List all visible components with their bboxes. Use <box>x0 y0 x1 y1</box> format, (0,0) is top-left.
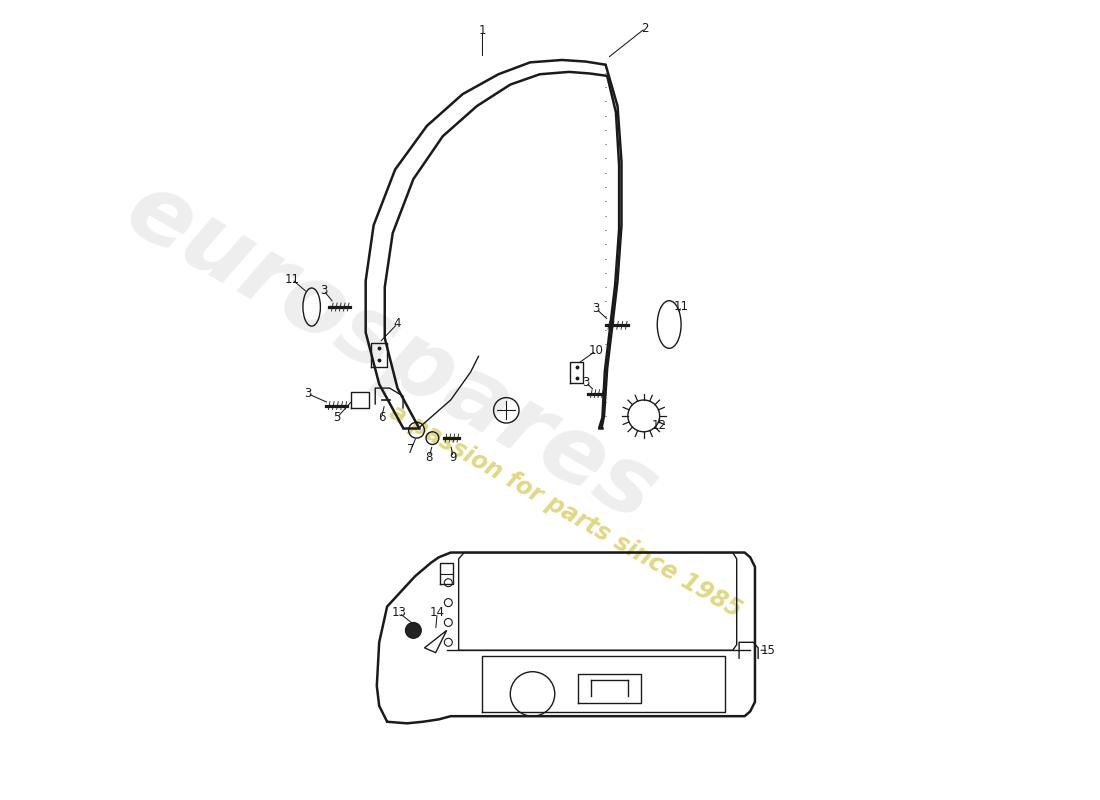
Text: 2: 2 <box>641 22 649 34</box>
Text: 6: 6 <box>377 411 385 424</box>
Text: 13: 13 <box>392 606 407 619</box>
Text: 3: 3 <box>320 284 328 297</box>
Text: 12: 12 <box>652 419 667 432</box>
Text: 11: 11 <box>284 273 299 286</box>
Text: 11: 11 <box>673 300 689 313</box>
Text: 3: 3 <box>593 302 600 315</box>
Text: 7: 7 <box>407 442 415 456</box>
Text: 3: 3 <box>304 387 311 400</box>
Text: 4: 4 <box>394 318 402 330</box>
Text: 5: 5 <box>333 411 341 424</box>
Text: a passion for parts since 1985: a passion for parts since 1985 <box>385 400 746 622</box>
Text: 9: 9 <box>449 450 456 464</box>
Text: 15: 15 <box>761 644 776 657</box>
Text: 10: 10 <box>588 344 604 358</box>
Text: 3: 3 <box>582 376 590 389</box>
Text: eurospares: eurospares <box>109 163 673 542</box>
Text: 1: 1 <box>478 24 486 37</box>
Text: 14: 14 <box>430 606 444 619</box>
Text: 8: 8 <box>426 450 433 464</box>
Circle shape <box>406 622 421 638</box>
